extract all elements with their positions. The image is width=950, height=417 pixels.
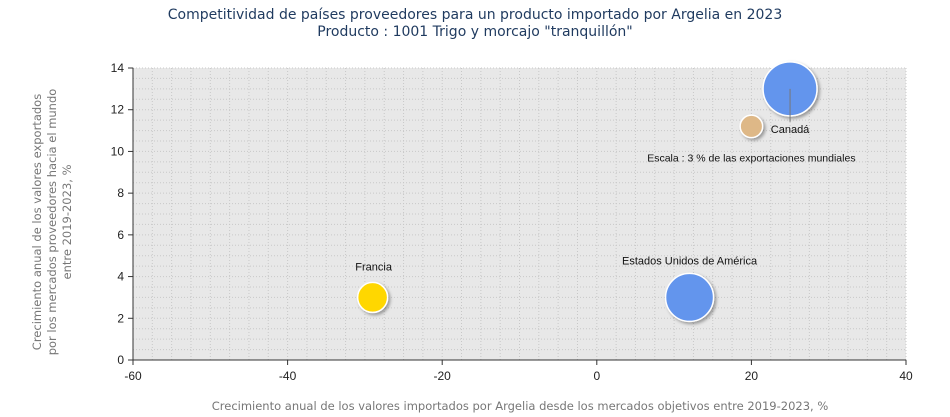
x-tick-label: 0 <box>593 369 600 383</box>
y-axis-label-line: por los mercados proveedores hacia el mu… <box>45 89 59 356</box>
chart-subtitle: Producto : 1001 Trigo y morcajo "tranqui… <box>317 24 632 40</box>
x-tick-label: -20 <box>434 369 452 383</box>
y-tick-label: 2 <box>117 311 124 325</box>
axes: -60 -40 -20 0 20 40 0 2 4 6 8 10 12 14 <box>111 61 913 383</box>
y-tick-label: 4 <box>117 270 124 284</box>
y-tick-label: 12 <box>111 103 125 117</box>
bubble <box>356 281 389 314</box>
x-tick-label: 40 <box>899 369 913 383</box>
x-tick-label: -60 <box>124 369 142 383</box>
bubble-labels: Francia Estados Unidos de América Canadá Es… <box>355 88 856 273</box>
scale-legend-bubble <box>739 114 764 139</box>
chart-title: Competitividad de países proveedores par… <box>168 7 782 23</box>
y-axis-label-line: entre 2019-2023, % <box>60 164 74 279</box>
y-tick-label: 6 <box>117 228 124 242</box>
y-tick-label: 8 <box>117 186 124 200</box>
y-axis-label-line: Crecimiento anual de los valores exporta… <box>30 94 44 350</box>
scale-legend-label: Escala : 3 % de las exportaciones mundia… <box>647 152 855 164</box>
x-tick-label: 20 <box>745 369 759 383</box>
bubble-label: Estados Unidos de América <box>622 255 758 267</box>
y-tick-label: 10 <box>111 144 125 158</box>
y-axis-label: Crecimiento anual de los valores exporta… <box>30 89 74 356</box>
bubble-label: Canadá <box>771 124 810 136</box>
bubble-label: Francia <box>355 261 393 273</box>
x-axis-label: Crecimiento anual de los valores importa… <box>212 399 829 413</box>
x-tick-label: -40 <box>279 369 297 383</box>
bubble <box>664 272 715 323</box>
y-tick-label: 0 <box>117 353 124 367</box>
bubbles <box>356 61 818 323</box>
y-tick-label: 14 <box>111 61 125 75</box>
